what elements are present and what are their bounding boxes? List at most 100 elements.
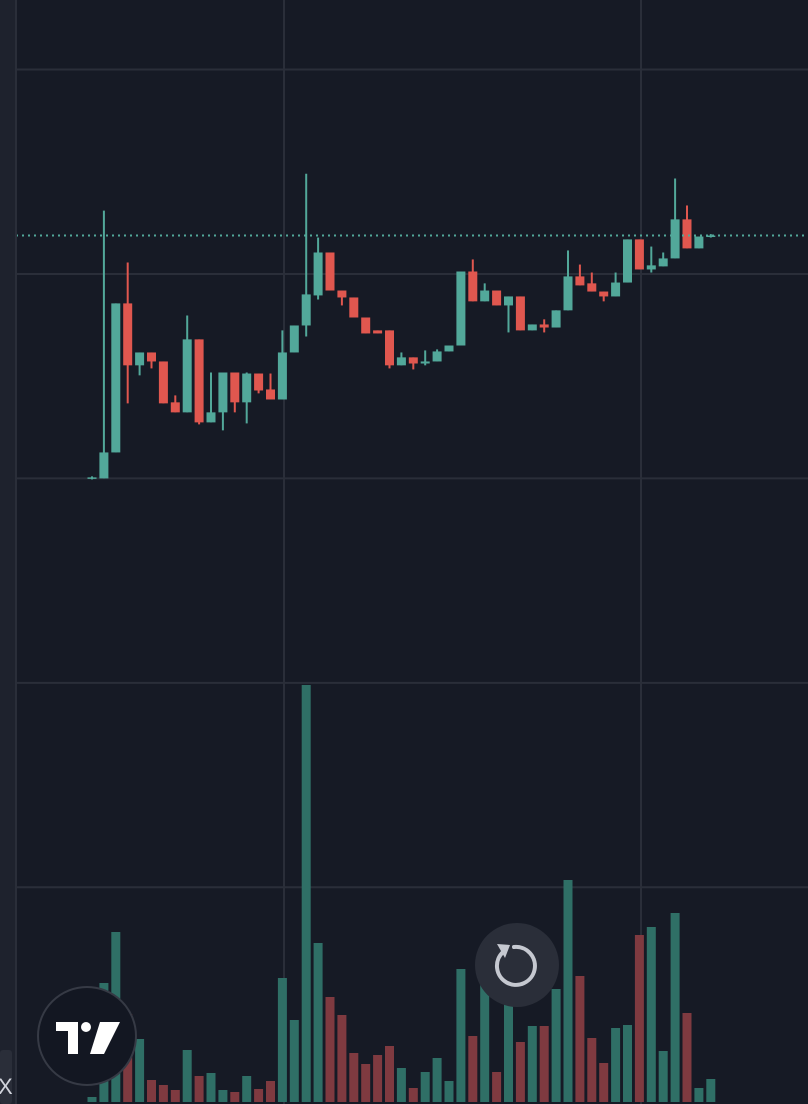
candle-body	[527, 324, 537, 331]
candle-body	[111, 303, 121, 453]
volume-bar	[706, 1079, 716, 1102]
volume-bar	[694, 1088, 704, 1102]
candle-body	[158, 361, 168, 404]
volume-bar	[444, 1081, 454, 1102]
logo-circle	[37, 986, 137, 1086]
volume-bars	[87, 685, 716, 1102]
volume-bar	[682, 1013, 692, 1102]
candle-body	[325, 252, 335, 291]
candle-body	[634, 239, 644, 270]
reset-icon	[495, 944, 537, 987]
candle-body	[230, 372, 240, 403]
volume-bar	[599, 1063, 609, 1102]
volume-bar	[325, 997, 335, 1102]
volume-bar	[492, 1072, 502, 1102]
candle-body	[694, 236, 704, 249]
candle-body	[646, 265, 656, 270]
candle-body	[575, 276, 585, 286]
volume-bar	[468, 1036, 478, 1102]
candle-body	[206, 412, 216, 423]
candle-body	[539, 324, 549, 328]
volume-bar	[396, 1068, 406, 1102]
logo-shape	[90, 1022, 120, 1054]
candle-body	[563, 276, 573, 311]
volume-bar	[515, 1042, 525, 1102]
corner-text: X	[0, 1074, 13, 1099]
candle-body	[492, 290, 502, 306]
volume-bar	[135, 1039, 145, 1102]
volume-bar	[87, 1097, 97, 1102]
volume-bar	[170, 1090, 180, 1102]
candle-body	[480, 290, 490, 302]
candle-body	[444, 345, 454, 352]
candle-body	[432, 351, 442, 362]
volume-bar	[301, 685, 311, 1102]
logo-shape	[56, 1022, 78, 1054]
candle-body	[123, 303, 133, 366]
volume-bar	[587, 1038, 597, 1102]
candle-body	[385, 330, 394, 366]
volume-bar	[182, 1050, 192, 1102]
candle-body	[456, 271, 466, 346]
candle-body	[266, 389, 275, 400]
volume-bar	[206, 1073, 216, 1102]
volume-bar	[349, 1053, 359, 1102]
reset-button[interactable]	[475, 923, 559, 1007]
candle-body	[682, 219, 692, 249]
volume-bar	[432, 1058, 442, 1102]
candle-body	[313, 252, 323, 296]
volume-bar	[575, 976, 585, 1102]
candle-body	[587, 283, 597, 292]
volume-bar	[646, 927, 656, 1102]
grid	[16, 68, 808, 889]
volume-bar	[313, 943, 323, 1102]
volume-bar	[623, 1025, 632, 1102]
candle-body	[396, 357, 406, 366]
candle-body	[99, 452, 109, 479]
candle-body	[408, 357, 418, 364]
candle-body	[301, 294, 311, 326]
volume-bar	[408, 1088, 418, 1102]
volume-bar	[634, 935, 644, 1102]
candle-body	[504, 296, 513, 306]
left-toolbar	[0, 0, 16, 1104]
logo[interactable]	[37, 986, 137, 1086]
candle-body	[599, 291, 609, 297]
volume-bar	[242, 1076, 252, 1102]
volume-bar	[480, 975, 490, 1102]
candle-body	[87, 477, 97, 479]
candle-body	[611, 282, 621, 297]
candle-body	[623, 239, 632, 283]
candles	[16, 173, 808, 480]
volume-bar	[551, 989, 561, 1102]
candle-body	[515, 296, 525, 331]
candle-body	[670, 219, 680, 259]
candle-body	[468, 271, 478, 302]
volume-bar	[337, 1015, 347, 1102]
candle-body	[349, 297, 359, 318]
volume-bar	[385, 1046, 394, 1102]
candle-body	[182, 339, 192, 413]
toolbar-button[interactable]	[0, 1050, 12, 1104]
volume-bar	[361, 1064, 371, 1102]
volume-bar	[373, 1055, 383, 1102]
volume-bar	[230, 1092, 240, 1102]
volume-bar	[266, 1081, 275, 1102]
candle-body	[242, 373, 252, 403]
candle-body	[147, 352, 156, 362]
candle-body	[658, 258, 668, 267]
reset-circle	[475, 923, 559, 1007]
candle-body	[361, 317, 371, 334]
candle-body	[170, 402, 180, 413]
volume-bar	[289, 1020, 299, 1102]
volume-bar	[420, 1072, 430, 1102]
candle-body	[420, 361, 430, 364]
candle-body	[551, 310, 561, 328]
volume-bar	[539, 1026, 549, 1102]
candle-body	[218, 372, 228, 413]
volume-bar	[147, 1080, 156, 1102]
candle-body	[337, 290, 347, 298]
